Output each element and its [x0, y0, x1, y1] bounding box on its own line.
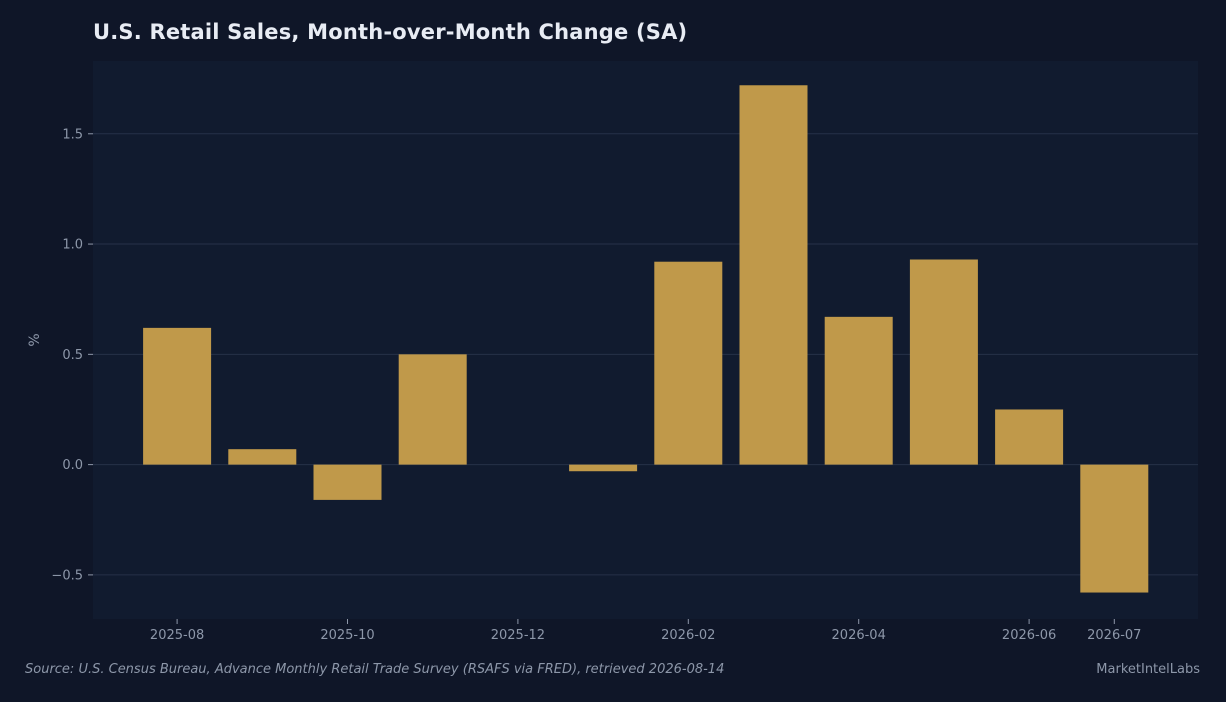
bar-2026-04	[824, 316, 893, 465]
y-tick-label: 1.5	[62, 127, 83, 142]
x-tick-label: 2025-12	[491, 628, 545, 643]
x-tick-label: 2026-06	[1002, 628, 1056, 643]
x-tick-label: 2025-10	[320, 628, 374, 643]
y-tick-label: −0.5	[51, 568, 83, 583]
y-tick-label: 1.0	[62, 238, 83, 253]
bar-2025-08	[143, 327, 212, 465]
x-tick-label: 2026-04	[832, 628, 886, 643]
chart-title: U.S. Retail Sales, Month-over-Month Chan…	[93, 20, 688, 44]
x-tick-label: 2026-02	[661, 628, 715, 643]
bar-2026-03	[739, 85, 808, 465]
bar-2026-01	[569, 464, 638, 472]
y-tick-label: 0.0	[62, 458, 83, 473]
bar-2025-09	[228, 449, 297, 465]
bar-2026-06	[995, 409, 1064, 465]
bar-2026-05	[909, 259, 978, 465]
bar-2025-10	[313, 464, 382, 500]
x-tick-label: 2026-07	[1087, 628, 1141, 643]
y-axis-label: %	[27, 333, 43, 346]
bar-2025-11	[398, 354, 467, 465]
x-tick-label: 2025-08	[150, 628, 204, 643]
y-tick-label: 0.5	[62, 348, 83, 363]
bar-2026-07	[1080, 464, 1149, 593]
brand-label: MarketIntelLabs	[1096, 662, 1200, 677]
source-note: Source: U.S. Census Bureau, Advance Mont…	[25, 662, 725, 677]
bar-2026-02	[654, 261, 723, 465]
plot-area	[93, 61, 1198, 619]
